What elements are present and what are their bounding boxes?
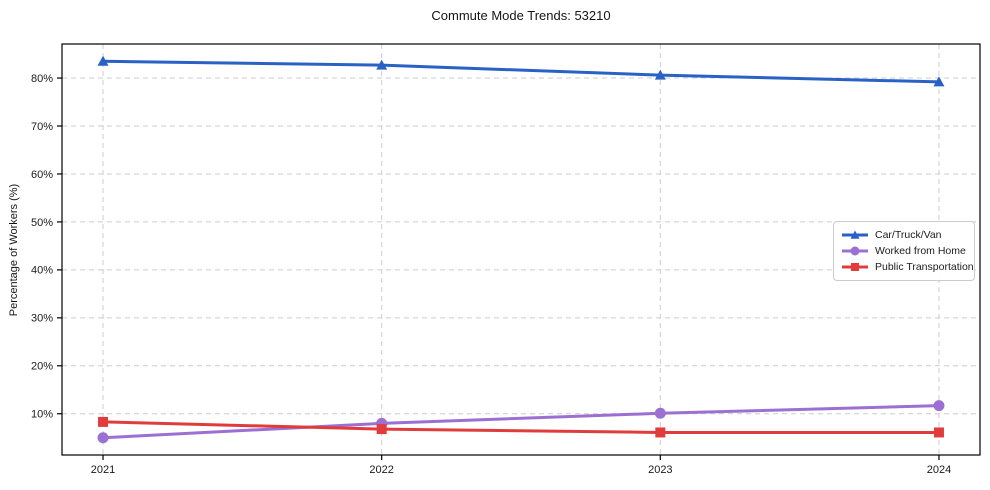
y-tick-label: 60% (31, 169, 53, 181)
triangle-marker-icon (97, 55, 109, 66)
legend-item: Car/Truck/Van (841, 227, 967, 243)
chart-title: Commute Mode Trends: 53210 (431, 8, 611, 23)
triangle-marker-icon (654, 69, 666, 80)
circle-marker-icon (850, 246, 860, 256)
series-line-public-transportation (101, 420, 941, 434)
y-tick-label: 50% (31, 217, 53, 229)
square-marker-icon (655, 427, 666, 438)
legend-sample-circle-icon (842, 246, 868, 256)
y-tick-label: 70% (31, 121, 53, 133)
legend-item: Worked from Home (841, 243, 967, 259)
y-tick-label: 30% (31, 313, 53, 325)
square-marker-icon (98, 416, 109, 427)
y-tick-label: 20% (31, 361, 53, 373)
plot-border (61, 43, 981, 456)
y-tick-label: 40% (31, 265, 53, 277)
circle-marker-icon (933, 400, 945, 412)
legend-label: Worked from Home (875, 245, 966, 257)
y-tick-label: 80% (31, 73, 53, 85)
series-line-car-truck-van (101, 59, 941, 84)
triangle-marker-icon (933, 76, 945, 87)
triangle-marker-icon (850, 230, 860, 239)
x-tick-label: 2021 (91, 464, 115, 476)
series-line-worked-from-home (101, 404, 941, 440)
legend: Car/Truck/Van Worked from Home Public Tran… (833, 221, 975, 281)
circle-marker-icon (654, 407, 666, 419)
legend-sample-square-icon (842, 263, 868, 271)
square-marker-icon (376, 424, 387, 435)
triangle-marker-icon (376, 59, 388, 70)
legend-sample-triangle-icon (842, 230, 868, 239)
legend-label: Car/Truck/Van (875, 229, 942, 241)
circle-marker-icon (97, 432, 109, 444)
square-marker-icon (933, 427, 944, 438)
x-tick-label: 2022 (369, 464, 393, 476)
x-tick-label: 2023 (648, 464, 672, 476)
y-tick-label: 10% (31, 409, 53, 421)
legend-label: Public Transportation (875, 261, 974, 273)
square-marker-icon (851, 263, 859, 271)
x-tick-label: 2024 (927, 464, 951, 476)
legend-item: Public Transportation (841, 259, 974, 275)
